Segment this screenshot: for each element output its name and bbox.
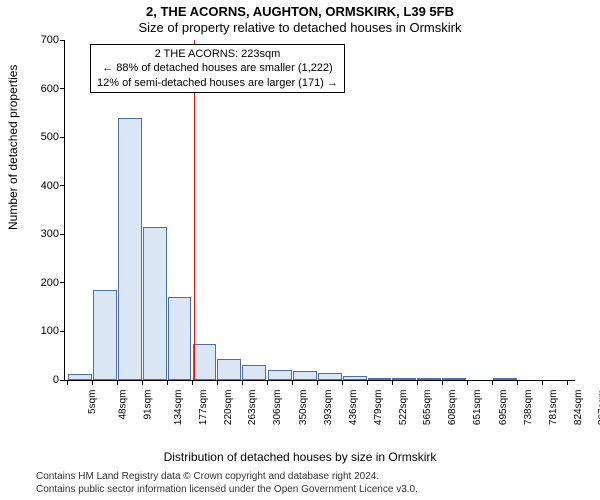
x-tick-mark	[342, 380, 343, 385]
x-tick-mark	[567, 380, 568, 385]
histogram-bar	[242, 365, 266, 380]
title-line-2: Size of property relative to detached ho…	[0, 20, 600, 35]
x-tick-mark	[267, 380, 268, 385]
x-tick-label: 91sqm	[142, 390, 153, 420]
info-box-line: 2 THE ACORNS: 223sqm	[97, 47, 338, 61]
info-box-line: 12% of semi-detached houses are larger (…	[97, 76, 338, 90]
x-axis-label: Distribution of detached houses by size …	[0, 450, 600, 464]
y-tick-mark	[60, 40, 65, 41]
histogram-bar	[68, 374, 92, 380]
x-tick-mark	[467, 380, 468, 385]
y-tick-mark	[60, 282, 65, 283]
x-tick-label: 263sqm	[247, 390, 258, 426]
x-tick-label: 393sqm	[323, 390, 334, 426]
x-tick-label: 608sqm	[447, 390, 458, 426]
x-tick-label: 565sqm	[423, 390, 434, 426]
histogram-bar	[368, 378, 392, 380]
x-tick-label: 5sqm	[87, 390, 98, 414]
info-box-line: ← 88% of detached houses are smaller (1,…	[97, 61, 338, 75]
y-tick-label: 600	[41, 83, 59, 95]
y-tick-label: 0	[53, 374, 59, 386]
x-tick-mark	[92, 380, 93, 385]
x-tick-mark	[517, 380, 518, 385]
x-tick-mark	[167, 380, 168, 385]
histogram-bar	[217, 359, 241, 380]
x-tick-label: 306sqm	[272, 390, 283, 426]
x-tick-label: 436sqm	[348, 390, 359, 426]
y-tick-label: 300	[41, 228, 59, 240]
x-tick-mark	[442, 380, 443, 385]
x-tick-mark	[217, 380, 218, 385]
x-tick-mark	[367, 380, 368, 385]
histogram-bar	[293, 371, 317, 380]
credits-line-2: Contains public sector information licen…	[36, 484, 590, 497]
title-line-1: 2, THE ACORNS, AUGHTON, ORMSKIRK, L39 5F…	[0, 4, 600, 19]
x-tick-mark	[317, 380, 318, 385]
histogram-bar	[318, 373, 342, 380]
histogram-bar	[392, 378, 416, 380]
x-tick-mark	[117, 380, 118, 385]
y-tick-label: 500	[41, 131, 59, 143]
histogram-bar	[93, 290, 117, 380]
histogram-bar	[143, 227, 167, 380]
x-tick-mark	[67, 380, 68, 385]
x-tick-mark	[242, 380, 243, 385]
x-tick-mark	[392, 380, 393, 385]
x-tick-label: 781sqm	[548, 390, 559, 426]
histogram-bar	[442, 378, 466, 380]
histogram-bar	[493, 378, 517, 380]
x-tick-label: 220sqm	[223, 390, 234, 426]
x-tick-label: 651sqm	[472, 390, 483, 426]
histogram-bar	[168, 297, 192, 380]
x-tick-mark	[292, 380, 293, 385]
x-tick-mark	[492, 380, 493, 385]
y-tick-mark	[60, 88, 65, 89]
x-tick-label: 177sqm	[198, 390, 209, 426]
y-tick-mark	[60, 234, 65, 235]
y-tick-label: 100	[41, 325, 59, 337]
x-tick-label: 134sqm	[173, 390, 184, 426]
chart-container: 2, THE ACORNS, AUGHTON, ORMSKIRK, L39 5F…	[0, 0, 600, 500]
x-tick-mark	[542, 380, 543, 385]
histogram-bar	[118, 118, 142, 380]
x-tick-label: 695sqm	[498, 390, 509, 426]
x-tick-label: 48sqm	[117, 390, 128, 420]
histogram-bar	[268, 370, 292, 380]
x-tick-label: 350sqm	[298, 390, 309, 426]
y-tick-label: 400	[41, 180, 59, 192]
y-tick-mark	[60, 380, 65, 381]
credits-line-1: Contains HM Land Registry data © Crown c…	[36, 471, 590, 484]
y-tick-mark	[60, 185, 65, 186]
x-tick-label: 738sqm	[523, 390, 534, 426]
histogram-bar	[343, 376, 367, 380]
info-box: 2 THE ACORNS: 223sqm← 88% of detached ho…	[90, 44, 345, 93]
y-axis-label: Number of detached properties	[6, 65, 20, 230]
y-tick-label: 200	[41, 277, 59, 289]
histogram-bar	[417, 378, 441, 380]
histogram-bar	[193, 344, 217, 380]
x-tick-mark	[192, 380, 193, 385]
x-tick-label: 479sqm	[373, 390, 384, 426]
y-tick-mark	[60, 137, 65, 138]
y-tick-label: 700	[41, 34, 59, 46]
x-tick-mark	[417, 380, 418, 385]
credits: Contains HM Land Registry data © Crown c…	[36, 471, 590, 496]
x-tick-label: 522sqm	[398, 390, 409, 426]
x-tick-label: 824sqm	[573, 390, 584, 426]
y-tick-mark	[60, 331, 65, 332]
x-tick-mark	[142, 380, 143, 385]
